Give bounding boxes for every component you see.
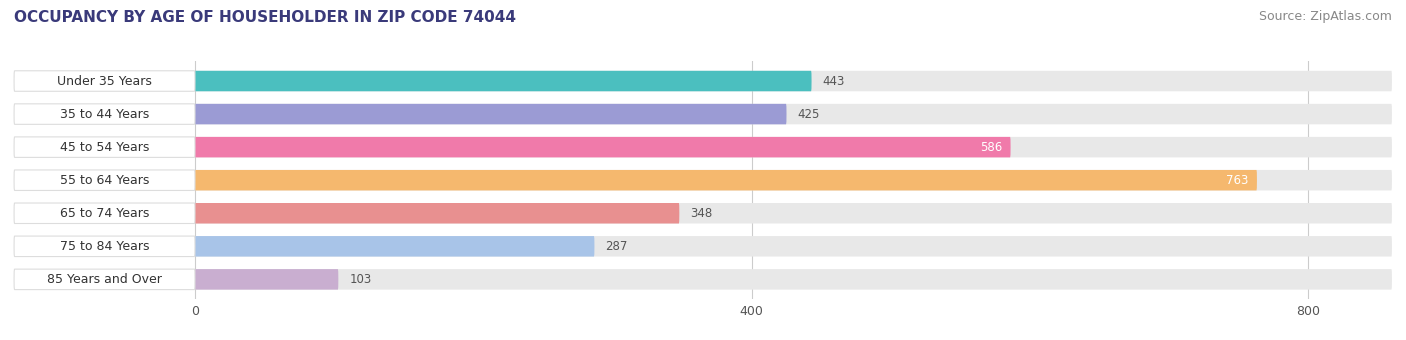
Text: 586: 586	[980, 141, 1002, 154]
Text: 45 to 54 Years: 45 to 54 Years	[60, 141, 149, 154]
FancyBboxPatch shape	[195, 203, 679, 223]
Text: 287: 287	[606, 240, 628, 253]
FancyBboxPatch shape	[195, 137, 1392, 157]
Text: Under 35 Years: Under 35 Years	[58, 74, 152, 87]
Text: 443: 443	[823, 74, 845, 87]
FancyBboxPatch shape	[195, 137, 1011, 157]
FancyBboxPatch shape	[195, 104, 1392, 124]
FancyBboxPatch shape	[195, 269, 339, 290]
FancyBboxPatch shape	[195, 203, 1392, 223]
Text: OCCUPANCY BY AGE OF HOUSEHOLDER IN ZIP CODE 74044: OCCUPANCY BY AGE OF HOUSEHOLDER IN ZIP C…	[14, 10, 516, 25]
FancyBboxPatch shape	[195, 71, 1392, 91]
Text: 55 to 64 Years: 55 to 64 Years	[60, 174, 149, 187]
Text: 103: 103	[350, 273, 371, 286]
FancyBboxPatch shape	[195, 236, 595, 257]
FancyBboxPatch shape	[14, 137, 195, 157]
FancyBboxPatch shape	[195, 71, 811, 91]
FancyBboxPatch shape	[195, 170, 1257, 190]
Text: Source: ZipAtlas.com: Source: ZipAtlas.com	[1258, 10, 1392, 23]
Text: 348: 348	[690, 207, 713, 220]
FancyBboxPatch shape	[195, 236, 1392, 257]
FancyBboxPatch shape	[195, 104, 786, 124]
FancyBboxPatch shape	[14, 236, 195, 257]
FancyBboxPatch shape	[14, 71, 195, 91]
Text: 65 to 74 Years: 65 to 74 Years	[60, 207, 149, 220]
FancyBboxPatch shape	[14, 203, 195, 223]
FancyBboxPatch shape	[14, 269, 195, 290]
FancyBboxPatch shape	[14, 104, 195, 124]
FancyBboxPatch shape	[195, 170, 1392, 190]
Text: 425: 425	[797, 107, 820, 121]
Text: 763: 763	[1226, 174, 1249, 187]
FancyBboxPatch shape	[14, 170, 195, 190]
FancyBboxPatch shape	[195, 269, 1392, 290]
Text: 75 to 84 Years: 75 to 84 Years	[60, 240, 149, 253]
Text: 85 Years and Over: 85 Years and Over	[46, 273, 162, 286]
Text: 35 to 44 Years: 35 to 44 Years	[60, 107, 149, 121]
